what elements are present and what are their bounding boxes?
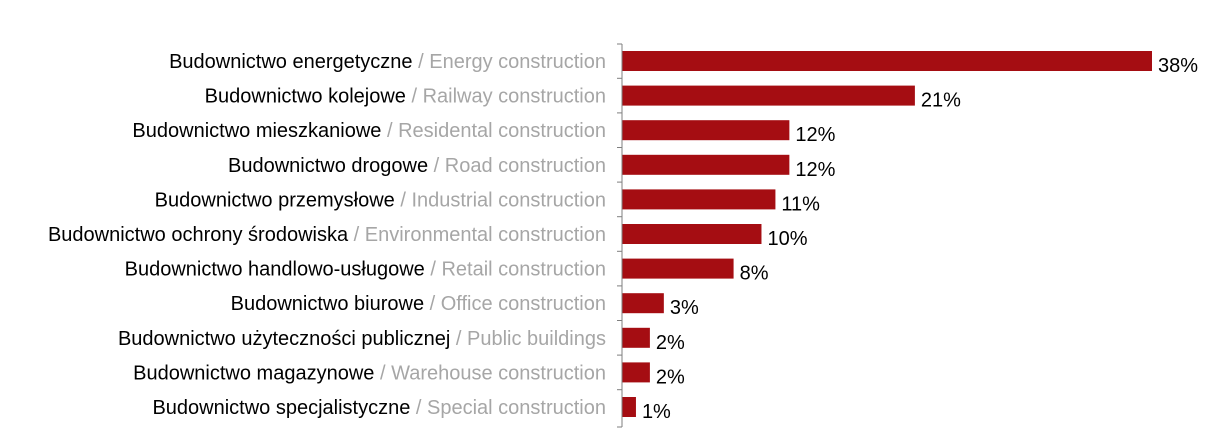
category-label: Budownictwo mieszkaniowe / Residental co… xyxy=(132,120,606,142)
bar xyxy=(622,327,650,348)
bar xyxy=(622,224,762,244)
category-label-en: Residental construction xyxy=(398,120,606,142)
category-label-separator: / xyxy=(425,259,442,281)
category-label-separator: / xyxy=(450,328,467,350)
value-label: 38% xyxy=(1158,55,1198,77)
bars xyxy=(622,51,1152,417)
category-label-pl: Budownictwo ochrony środowiska xyxy=(48,224,349,246)
category-label-pl: Budownictwo drogowe xyxy=(228,155,428,177)
bar xyxy=(622,258,734,279)
category-label: Budownictwo drogowe / Road construction xyxy=(228,155,606,177)
category-label-pl: Budownictwo kolejowe xyxy=(205,86,406,108)
category-label-separator: / xyxy=(348,224,365,246)
category-label-en: Environmental construction xyxy=(365,224,606,246)
value-label: 8% xyxy=(740,263,769,285)
value-label: 11% xyxy=(781,193,820,215)
category-label: Budownictwo specjalistyczne / Special co… xyxy=(152,397,606,419)
bar xyxy=(622,362,650,383)
bar xyxy=(622,189,776,210)
category-label-pl: Budownictwo energetyczne xyxy=(169,51,412,73)
category-label-en: Special construction xyxy=(427,397,606,419)
category-axis xyxy=(617,43,623,428)
category-label-en: Office construction xyxy=(441,293,606,315)
category-label: Budownictwo ochrony środowiska / Environ… xyxy=(48,224,606,246)
category-label-en: Public buildings xyxy=(467,328,606,350)
category-label-en: Retail construction xyxy=(441,259,606,281)
category-label: Budownictwo przemysłowe / Industrial con… xyxy=(155,189,606,211)
category-label: Budownictwo kolejowe / Railway construct… xyxy=(205,86,606,108)
category-label-separator: / xyxy=(381,120,398,142)
value-label: 2% xyxy=(656,366,685,388)
category-label: Budownictwo energetyczne / Energy constr… xyxy=(169,51,606,73)
category-label: Budownictwo handlowo-usługowe / Retail c… xyxy=(125,259,606,281)
value-label: 12% xyxy=(795,159,835,181)
bar xyxy=(622,85,915,106)
bar xyxy=(622,120,790,141)
category-label-separator: / xyxy=(410,397,427,419)
category-label-pl: Budownictwo specjalistyczne xyxy=(152,397,410,419)
value-label: 12% xyxy=(795,124,835,146)
value-label: 3% xyxy=(670,297,699,319)
value-label: 21% xyxy=(921,90,961,112)
category-label-en: Road construction xyxy=(445,155,606,177)
category-label-pl: Budownictwo przemysłowe xyxy=(155,189,395,211)
category-label-pl: Budownictwo magazynowe xyxy=(133,362,374,384)
category-label-en: Warehouse construction xyxy=(391,362,606,384)
value-labels: 38% 21% 12% 12% 11% 10% 8% 3% 2% 2% 1% xyxy=(642,55,1198,423)
category-label-pl: Budownictwo mieszkaniowe xyxy=(132,120,381,142)
category-label-separator: / xyxy=(413,51,430,73)
category-label: Budownictwo magazynowe / Warehouse const… xyxy=(133,362,606,384)
bar xyxy=(622,154,790,175)
category-label-separator: / xyxy=(406,86,423,108)
category-label: Budownictwo biurowe / Office constructio… xyxy=(231,293,606,315)
category-label-pl: Budownictwo użyteczności publicznej xyxy=(118,328,450,350)
category-label-separator: / xyxy=(424,293,441,315)
category-labels: Budownictwo energetyczne / Energy constr… xyxy=(48,51,606,419)
value-label: 10% xyxy=(767,228,807,250)
category-label-en: Industrial construction xyxy=(411,189,606,211)
bar xyxy=(622,293,664,314)
value-label: 2% xyxy=(656,332,685,354)
category-label-separator: / xyxy=(395,189,412,211)
category-label-separator: / xyxy=(428,155,445,177)
category-label-separator: / xyxy=(374,362,391,384)
category-label-pl: Budownictwo handlowo-usługowe xyxy=(125,259,425,281)
value-label: 1% xyxy=(642,401,671,423)
category-label-en: Energy construction xyxy=(429,51,606,73)
category-label-pl: Budownictwo biurowe xyxy=(231,293,424,315)
category-label: Budownictwo użyteczności publicznej / Pu… xyxy=(118,328,606,350)
bar xyxy=(622,51,1152,71)
category-label-en: Railway construction xyxy=(423,86,606,108)
bar xyxy=(622,397,636,417)
